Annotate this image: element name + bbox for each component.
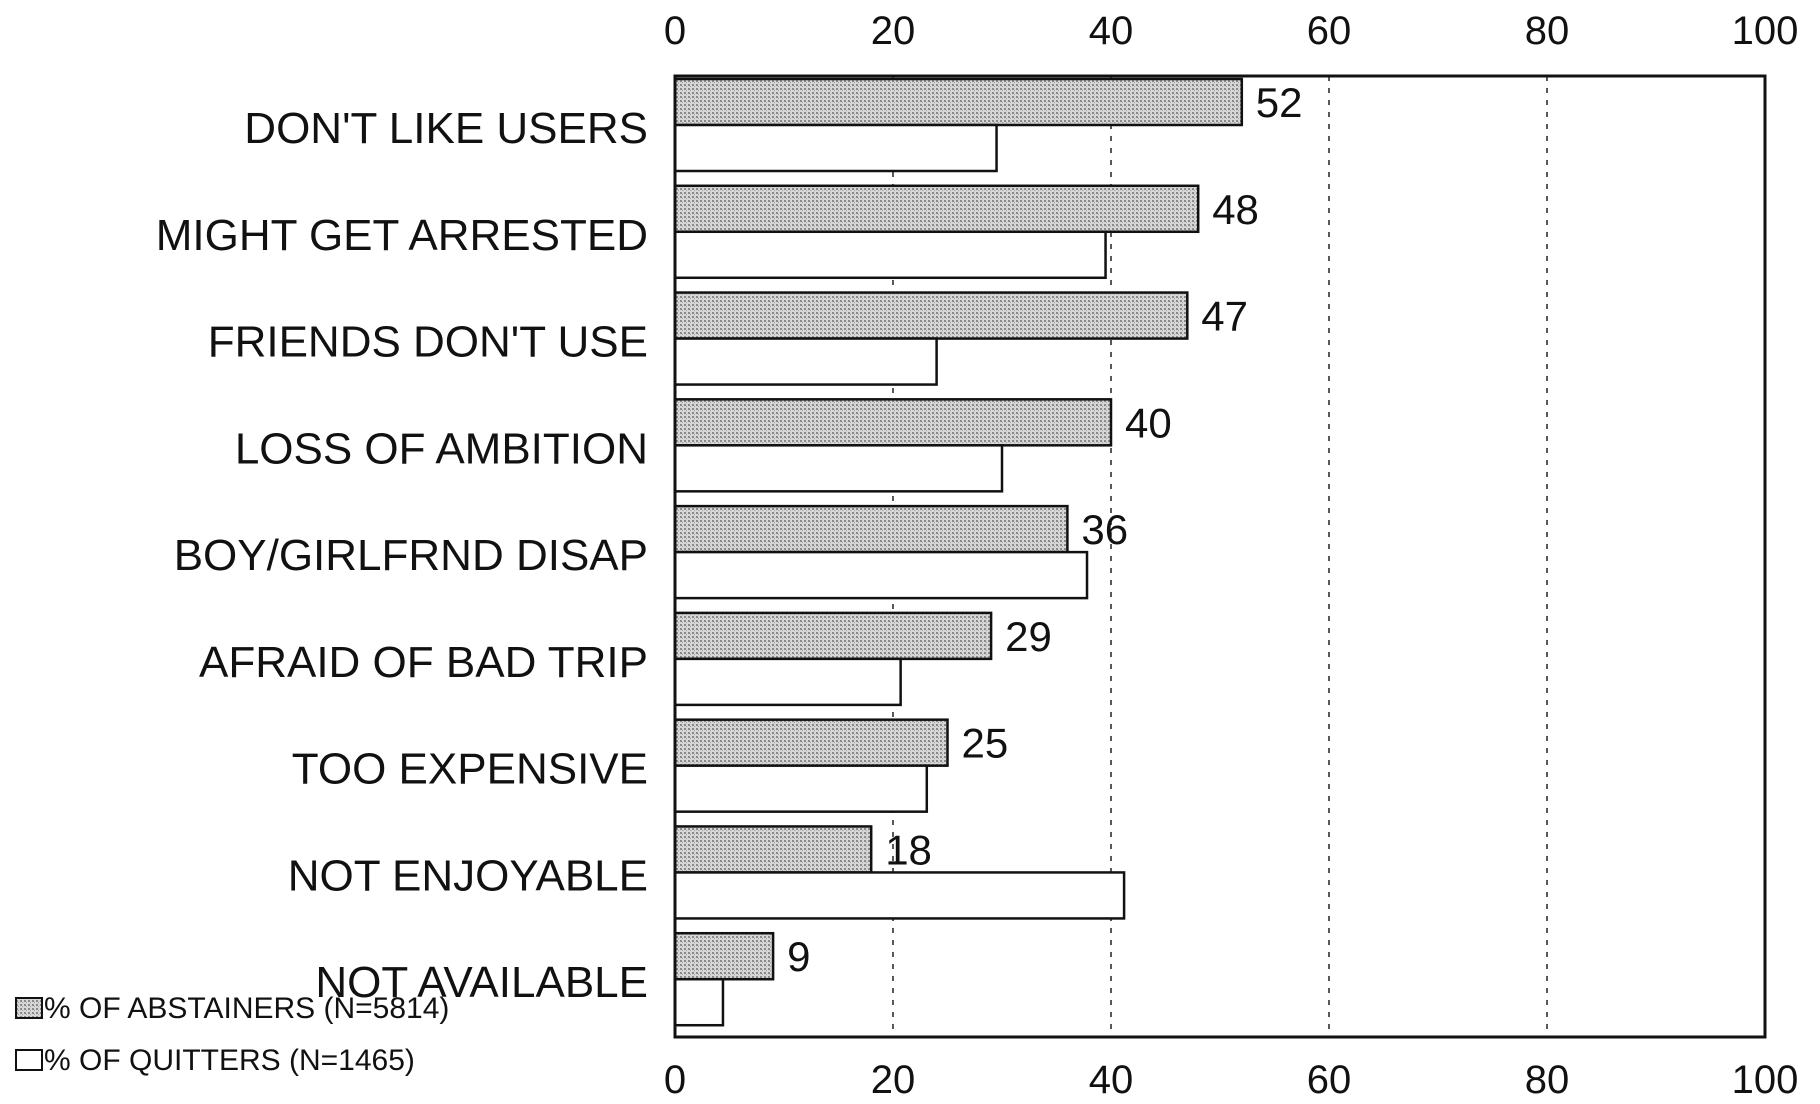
bar-quitters-8 (673, 977, 725, 1027)
bar-quitters-2 (673, 337, 938, 386)
data-label-abstainers-0: 52 (1256, 79, 1303, 126)
x-tick-label-bottom-100: 100 (1732, 1058, 1799, 1099)
bar-abstainers-7 (673, 825, 873, 874)
category-label-7: NOT ENJOYABLE (288, 851, 648, 900)
bar-quitters-4 (673, 550, 1089, 600)
category-label-1: MIGHT GET ARRESTED (156, 211, 648, 260)
category-label-2: FRIENDS DON'T USE (208, 318, 648, 367)
category-label-8: NOT AVAILABLE (315, 958, 648, 1007)
bar-abstainers-3 (673, 398, 1113, 447)
x-tick-label-top-40: 40 (1089, 9, 1134, 53)
x-tick-label-bottom-0: 0 (664, 1058, 686, 1099)
bar-abstainers-4 (673, 504, 1069, 554)
data-label-abstainers-6: 25 (962, 720, 1009, 767)
x-tick-label-top-100: 100 (1732, 9, 1799, 53)
bar-quitters-7 (673, 871, 1126, 920)
bar-quitters-0 (673, 123, 998, 173)
legend-swatch-abstainers (15, 997, 43, 1019)
category-label-0: DON'T LIKE USERS (244, 104, 648, 153)
x-tick-label-bottom-20: 20 (871, 1058, 916, 1099)
text-layer: DON'T LIKE USERS 52 MIGHT GET ARRESTED 48 FR… (156, 9, 1799, 1102)
frame-layer (673, 74, 1767, 1039)
data-label-abstainers-1: 48 (1212, 186, 1259, 233)
legend-swatch-quitters (15, 1049, 43, 1071)
data-label-abstainers-3: 40 (1125, 399, 1172, 446)
category-label-5: AFRAID OF BAD TRIP (199, 638, 648, 687)
category-label-6: TOO EXPENSIVE (292, 745, 648, 794)
data-label-abstainers-4: 36 (1081, 506, 1128, 553)
category-label-3: LOSS OF AMBITION (235, 424, 648, 473)
data-label-abstainers-8: 9 (787, 933, 810, 980)
legend: % OF ABSTAINERS (N=5814) % OF QUITTERS (N… (15, 992, 449, 1077)
bar-abstainers-1 (673, 184, 1200, 234)
bar-abstainers-2 (673, 291, 1189, 340)
x-tick-label-top-0: 0 (664, 9, 686, 53)
bar-abstainers-0 (673, 77, 1244, 127)
bar-abstainers-6 (673, 718, 949, 767)
data-label-abstainers-5: 29 (1005, 613, 1052, 660)
data-label-abstainers-2: 47 (1201, 293, 1248, 340)
bar-quitters-5 (673, 657, 902, 707)
bar-quitters-1 (673, 230, 1107, 280)
legend-label-abstainers: % OF ABSTAINERS (N=5814) (44, 992, 449, 1025)
data-label-abstainers-7: 18 (885, 826, 932, 873)
bar-quitters-6 (673, 764, 929, 813)
x-tick-label-bottom-60: 60 (1307, 1058, 1352, 1099)
bars-layer (673, 77, 1244, 1027)
x-tick-label-bottom-40: 40 (1089, 1058, 1134, 1099)
x-tick-label-top-20: 20 (871, 9, 916, 53)
x-tick-label-bottom-80: 80 (1525, 1058, 1570, 1099)
category-label-4: BOY/GIRLFRND DISAP (174, 531, 648, 580)
x-tick-label-top-80: 80 (1525, 9, 1570, 53)
bar-abstainers-5 (673, 611, 993, 661)
bar-quitters-3 (673, 444, 1004, 493)
x-tick-label-top-60: 60 (1307, 9, 1352, 53)
plot-frame (673, 74, 1767, 1039)
legend-label-quitters: % OF QUITTERS (N=1465) (44, 1044, 415, 1077)
bar-abstainers-8 (673, 931, 775, 981)
